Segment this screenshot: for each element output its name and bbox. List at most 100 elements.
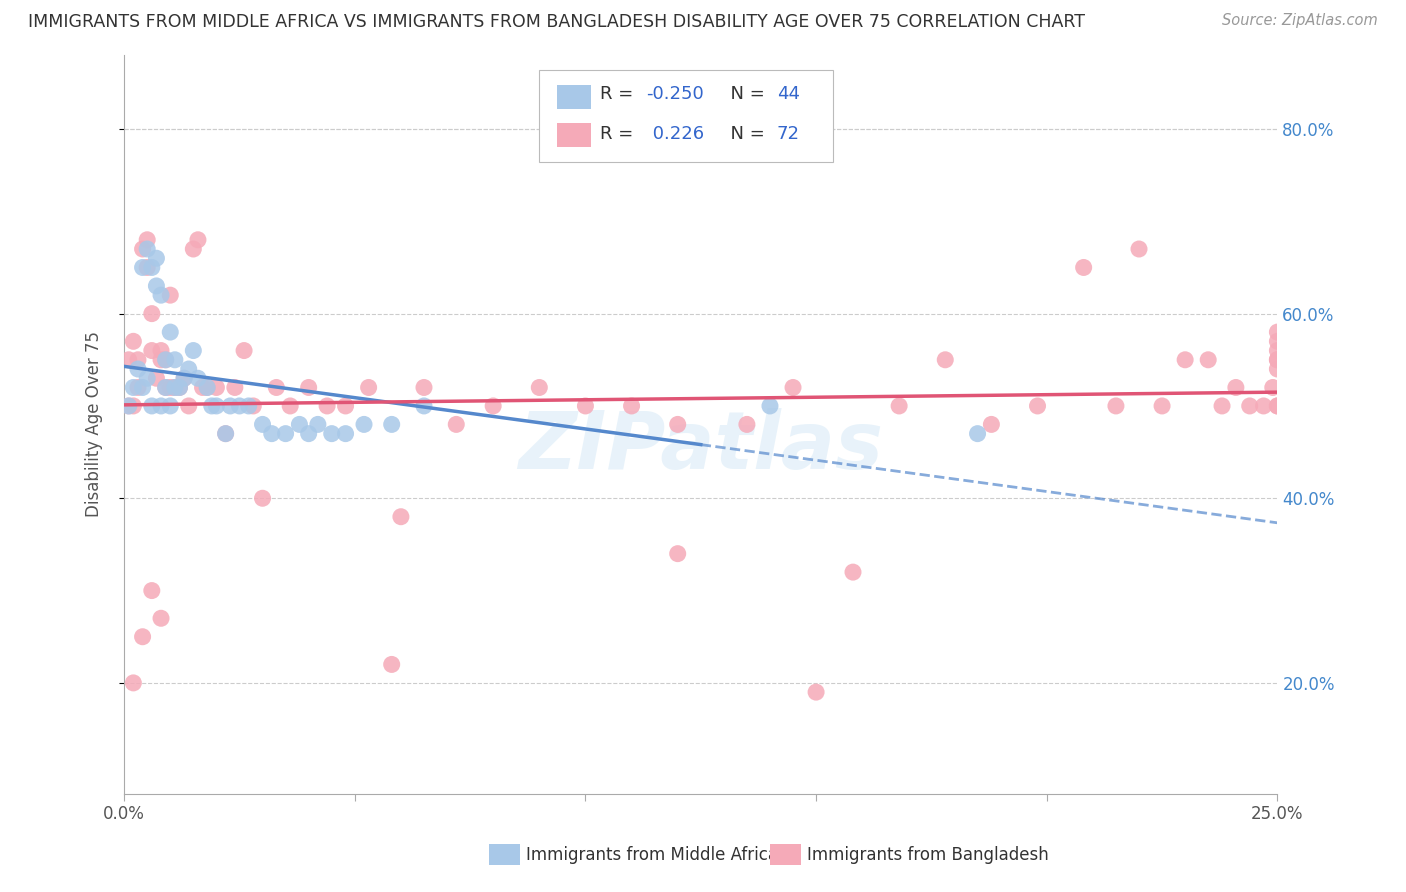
Point	[163, 352, 186, 367]
Point	[1073, 260, 1095, 275]
Point	[141, 583, 163, 598]
Point	[150, 611, 173, 625]
Point	[842, 565, 865, 579]
Point	[934, 352, 956, 367]
Point	[183, 343, 205, 358]
Point	[446, 417, 468, 432]
Point	[187, 233, 209, 247]
Point	[321, 426, 343, 441]
Point	[150, 343, 173, 358]
Point	[169, 380, 191, 394]
Point	[335, 399, 357, 413]
Text: Source: ZipAtlas.com: Source: ZipAtlas.com	[1222, 13, 1378, 29]
Point	[155, 352, 177, 367]
Point	[228, 399, 250, 413]
Text: 44: 44	[778, 86, 800, 103]
Point	[136, 260, 159, 275]
Point	[155, 380, 177, 394]
Point	[666, 547, 689, 561]
Point	[173, 371, 195, 385]
Point	[118, 399, 141, 413]
Point	[201, 399, 224, 413]
Point	[759, 399, 782, 413]
Text: Immigrants from Bangladesh: Immigrants from Bangladesh	[807, 846, 1049, 863]
Point	[219, 399, 242, 413]
Point	[252, 491, 274, 506]
Point	[127, 362, 149, 376]
Point	[136, 233, 159, 247]
Point	[307, 417, 329, 432]
Point	[1253, 399, 1275, 413]
Text: ZIPatlas: ZIPatlas	[519, 408, 883, 485]
Point	[1026, 399, 1049, 413]
Point	[127, 352, 149, 367]
Point	[177, 362, 200, 376]
Point	[1239, 399, 1261, 413]
Point	[389, 509, 412, 524]
Point	[183, 242, 205, 256]
Point	[574, 399, 596, 413]
Y-axis label: Disability Age Over 75: Disability Age Over 75	[86, 332, 103, 517]
Point	[195, 380, 218, 394]
Point	[177, 399, 200, 413]
Point	[1261, 380, 1284, 394]
Text: N =: N =	[720, 86, 770, 103]
Point	[1267, 343, 1289, 358]
Point	[1267, 362, 1289, 376]
Point	[1267, 325, 1289, 339]
Point	[150, 288, 173, 302]
Point	[118, 352, 141, 367]
Point	[150, 352, 173, 367]
Point	[1267, 352, 1289, 367]
Point	[127, 380, 149, 394]
Point	[205, 399, 228, 413]
Point	[1197, 352, 1219, 367]
Text: N =: N =	[720, 125, 770, 143]
Point	[242, 399, 264, 413]
Point	[316, 399, 339, 413]
Point	[163, 380, 186, 394]
Point	[214, 426, 236, 441]
Point	[159, 380, 181, 394]
Point	[298, 380, 321, 394]
Point	[159, 288, 181, 302]
Point	[1267, 399, 1289, 413]
Point	[1152, 399, 1174, 413]
Point	[145, 371, 167, 385]
Point	[169, 380, 191, 394]
Point	[381, 417, 404, 432]
Point	[131, 380, 153, 394]
Point	[252, 417, 274, 432]
Point	[1174, 352, 1197, 367]
Point	[131, 242, 153, 256]
Point	[195, 380, 218, 394]
Point	[159, 399, 181, 413]
Point	[966, 426, 988, 441]
Point	[804, 685, 827, 699]
Text: IMMIGRANTS FROM MIDDLE AFRICA VS IMMIGRANTS FROM BANGLADESH DISABILITY AGE OVER : IMMIGRANTS FROM MIDDLE AFRICA VS IMMIGRA…	[28, 13, 1085, 31]
Point	[298, 426, 321, 441]
Point	[887, 399, 910, 413]
Point	[191, 380, 214, 394]
Point	[141, 343, 163, 358]
Point	[1211, 399, 1233, 413]
Point	[224, 380, 246, 394]
Point	[205, 380, 228, 394]
Point	[260, 426, 283, 441]
Text: 0.226: 0.226	[647, 125, 703, 143]
Point	[529, 380, 551, 394]
Point	[233, 343, 256, 358]
Point	[482, 399, 505, 413]
Point	[413, 399, 436, 413]
Point	[1105, 399, 1128, 413]
Point	[274, 426, 297, 441]
FancyBboxPatch shape	[557, 123, 591, 147]
Point	[735, 417, 758, 432]
Text: R =: R =	[600, 86, 640, 103]
Point	[159, 325, 181, 339]
Point	[413, 380, 436, 394]
FancyBboxPatch shape	[540, 70, 834, 162]
Point	[288, 417, 311, 432]
Point	[131, 630, 153, 644]
Point	[266, 380, 288, 394]
